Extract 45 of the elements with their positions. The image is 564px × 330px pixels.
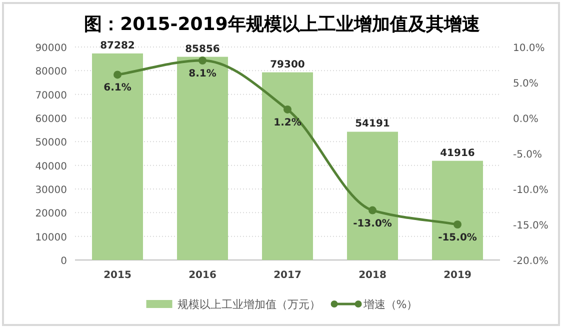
bar — [432, 160, 483, 260]
x-tick-label: 2019 — [444, 270, 472, 281]
data-label: 79300 — [270, 59, 305, 70]
y-tick-label: 10000 — [35, 232, 67, 244]
y-tick-label: 30000 — [35, 185, 67, 196]
y-tick-label: 0 — [60, 256, 67, 267]
y2-tick-label: -20.0% — [513, 256, 548, 267]
bar — [177, 56, 228, 260]
data-label: 1.2% — [274, 117, 302, 128]
chart-title: 图：2015-2019年规模以上工业增加值及其增速 — [84, 14, 480, 35]
data-label: 54191 — [355, 118, 390, 130]
x-tick-label: 2016 — [188, 270, 216, 281]
x-tick-label: 2015 — [104, 270, 132, 281]
y2-tick-label: -15.0% — [513, 220, 548, 232]
y2-tick-label: -5.0% — [513, 150, 542, 160]
point — [284, 105, 292, 114]
data-label: 85856 — [185, 44, 220, 55]
data-label: 87282 — [100, 40, 135, 52]
point — [114, 70, 122, 79]
x-tick-label: 2018 — [358, 270, 386, 281]
y2-tick-label: 5.0% — [513, 78, 538, 90]
y-tick-label: 40000 — [35, 161, 67, 172]
bar — [262, 72, 313, 260]
data-label: 41916 — [440, 148, 475, 159]
y-tick-label: 20000 — [35, 208, 67, 220]
y2-tick-label: 0.0% — [513, 114, 538, 125]
y-tick-label: 70000 — [35, 90, 67, 102]
y2-tick-label: 10.0% — [513, 43, 545, 54]
y-tick-label: 60000 — [35, 114, 67, 125]
legend-label: 增速（%） — [362, 298, 418, 311]
y-tick-label: 80000 — [35, 66, 67, 78]
point — [368, 206, 376, 214]
data-label: -15.0% — [438, 232, 477, 244]
point — [454, 220, 462, 228]
y-tick-label: 90000 — [35, 43, 67, 54]
y-tick-label: 50000 — [35, 138, 67, 149]
point — [198, 56, 206, 64]
bar — [92, 53, 143, 260]
data-label: 8.1% — [188, 68, 216, 80]
x-tick-label: 2017 — [274, 270, 302, 281]
bar — [347, 132, 398, 260]
data-label: 6.1% — [104, 82, 132, 94]
y2-tick-label: -10.0% — [513, 185, 548, 196]
legend-label: 规模以上工业增加值（万元） — [177, 298, 320, 311]
data-label: -13.0% — [353, 218, 392, 230]
